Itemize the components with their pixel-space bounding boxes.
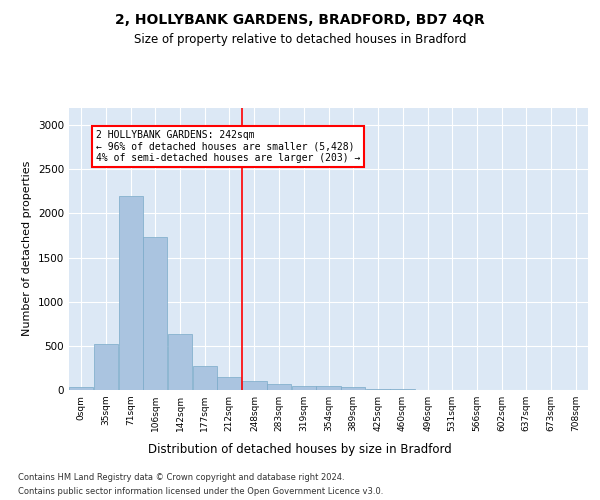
Bar: [193, 366, 217, 390]
Text: Contains public sector information licensed under the Open Government Licence v3: Contains public sector information licen…: [18, 488, 383, 496]
Bar: [69, 388, 93, 390]
Bar: [391, 389, 415, 390]
Text: 2 HOLLYBANK GARDENS: 242sqm
← 96% of detached houses are smaller (5,428)
4% of s: 2 HOLLYBANK GARDENS: 242sqm ← 96% of det…: [95, 130, 360, 163]
Bar: [94, 344, 118, 390]
Bar: [341, 388, 365, 390]
Text: Contains HM Land Registry data © Crown copyright and database right 2024.: Contains HM Land Registry data © Crown c…: [18, 472, 344, 482]
Bar: [366, 388, 390, 390]
Text: Size of property relative to detached houses in Bradford: Size of property relative to detached ho…: [134, 32, 466, 46]
Text: 2, HOLLYBANK GARDENS, BRADFORD, BD7 4QR: 2, HOLLYBANK GARDENS, BRADFORD, BD7 4QR: [115, 12, 485, 26]
Y-axis label: Number of detached properties: Number of detached properties: [22, 161, 32, 336]
Bar: [169, 334, 193, 390]
Bar: [217, 377, 241, 390]
Bar: [316, 386, 341, 390]
Bar: [242, 381, 266, 390]
Bar: [143, 238, 167, 390]
Text: Distribution of detached houses by size in Bradford: Distribution of detached houses by size …: [148, 442, 452, 456]
Bar: [267, 384, 291, 390]
Bar: [119, 196, 143, 390]
Bar: [292, 386, 316, 390]
